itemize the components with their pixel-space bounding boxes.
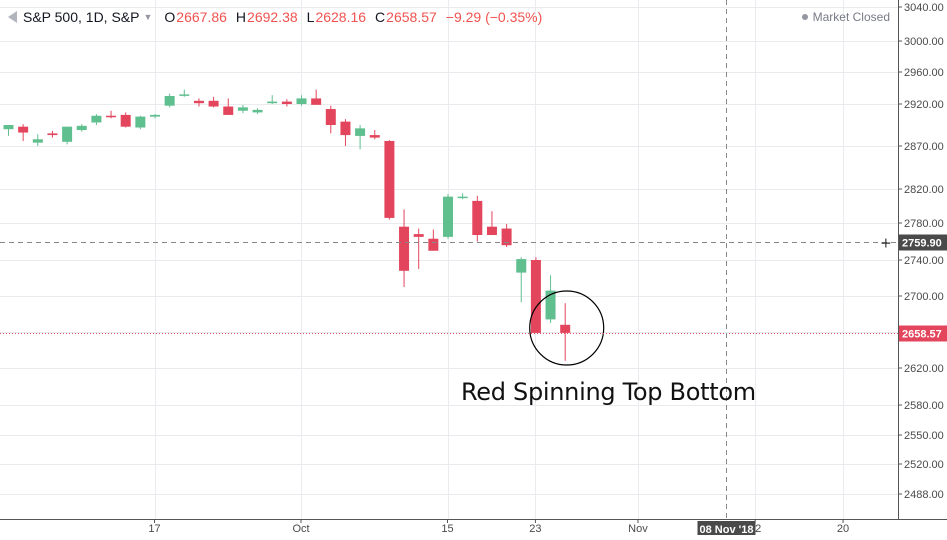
candle-body [472,200,483,236]
time-tick-label: 23 [529,523,541,535]
candle-body [443,196,453,237]
price-tick-label: 2820.00 [904,184,944,196]
open-key: O [164,9,176,25]
candle-body [340,121,351,136]
candle-body [399,226,410,271]
annotation-label: Red Spinning Top Bottom [461,378,756,406]
open-value: 2667.86 [176,9,227,25]
price-tick-label: 2620.00 [904,363,944,375]
candle-body [413,234,424,237]
price-tick-label: 2740.00 [904,255,944,267]
low-value: 2628.16 [315,9,367,25]
close-value: 2658.57 [386,9,437,25]
candles [3,89,571,361]
crosshair-price-label: 2759.90 [902,238,942,250]
crosshair-date-label: 08 Nov '18 [700,524,754,535]
crosshair-plus-icon: + [880,236,892,252]
price-tick-label: 2488.00 [904,489,944,501]
candle-body [208,100,219,107]
candle-body [486,226,497,236]
time-tick-label: Nov [628,523,648,535]
time-tick-label: 17 [148,523,160,535]
candle-body [296,98,307,104]
price-tick-label: 2780.00 [904,218,944,230]
price-tick-label: 2700.00 [904,291,944,303]
candle-body [47,133,58,136]
status-dot-icon [801,14,808,20]
candle-body [311,98,322,105]
crosshair-price-label-bg [899,234,947,251]
candle-body [428,238,439,251]
last-price-label: 2658.57 [902,329,942,341]
candle-body [457,196,468,199]
price-tick-label: 2550.00 [904,430,944,442]
candle-body [179,94,190,96]
candle-body [3,125,14,130]
price-tick-label: 3040.00 [904,2,944,14]
price-tick-label: 3000.00 [904,36,944,48]
candle-body [91,115,102,123]
candle-body [164,96,175,106]
chevron-down-icon[interactable]: ▼ [143,12,153,22]
crosshair-date-label-bg [697,521,756,537]
candle-body [120,114,131,127]
candle-body [18,126,29,133]
market-status-label: Market Closed [812,10,890,24]
candle-body [516,259,527,273]
candle-body [530,260,541,333]
time-axis: 17Oct1523Nov122008 Nov '18 [148,519,849,537]
candle-body [325,109,336,125]
time-tick-label: 20 [837,523,849,535]
candle-body [237,107,248,111]
price-tick-label: 2520.00 [904,459,944,471]
candle-body [32,139,43,143]
grid-lines [0,0,898,519]
candle-body [560,324,571,333]
highlight-circle [529,290,605,366]
low-key: L [306,9,315,25]
candle-body [106,115,117,118]
symbol-title[interactable]: S&P 500, 1D, S&P [23,9,140,25]
time-tick-label: 15 [441,523,453,535]
close-key: C [375,9,386,25]
candle-body [252,109,263,113]
change-value: −9.29 (−0.35%) [445,9,543,25]
candle-body [545,290,556,320]
last-price-label-bg [899,325,947,342]
candle-body [76,125,87,131]
candle-body [267,101,278,104]
candle-body [355,128,366,136]
candle-body [150,114,160,117]
time-tick-label: Oct [292,523,309,535]
candle-body [62,126,73,142]
high-key: H [235,9,247,25]
price-tick-label: 2960.00 [904,67,944,79]
candle-body [135,116,146,128]
market-status: Market Closed [801,10,890,24]
candle-body [281,101,292,104]
price-tick-label: 2920.00 [904,99,944,111]
high-value: 2692.38 [247,9,298,25]
candle-body [193,100,204,104]
candle-body [223,106,234,115]
flag-icon[interactable] [8,11,17,23]
overlay-lines: + [0,0,898,519]
symbol-legend: S&P 500, 1D, S&P ▼ O 2667.86 H 2692.38 L… [8,7,551,27]
price-axis: 3040.00 3000.00 2960.00 2920.00 2870.00 2820.… [0,0,947,520]
candle-body [384,140,395,218]
price-tick-label: 2870.00 [904,141,944,153]
candle-body [369,135,380,138]
price-tick-label: 2580.00 [904,400,944,412]
candle-body [501,228,512,246]
